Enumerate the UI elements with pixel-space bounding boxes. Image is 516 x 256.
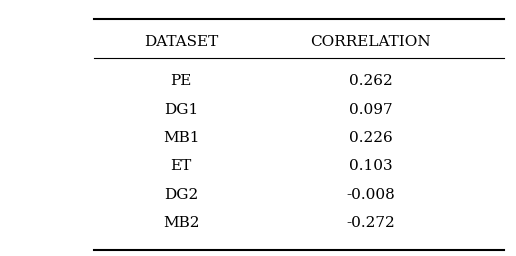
Text: PE: PE (170, 74, 192, 88)
Text: DATASET: DATASET (144, 35, 218, 49)
Text: 0.097: 0.097 (349, 102, 393, 116)
Text: DG2: DG2 (164, 188, 198, 201)
Text: MB1: MB1 (163, 131, 199, 145)
Text: CORRELATION: CORRELATION (311, 35, 431, 49)
Text: -0.272: -0.272 (347, 216, 395, 230)
Text: 0.262: 0.262 (349, 74, 393, 88)
Text: MB2: MB2 (163, 216, 199, 230)
Text: DG1: DG1 (164, 102, 198, 116)
Text: -0.008: -0.008 (347, 188, 395, 201)
Text: ET: ET (170, 159, 191, 173)
Text: 0.226: 0.226 (349, 131, 393, 145)
Text: 0.103: 0.103 (349, 159, 393, 173)
